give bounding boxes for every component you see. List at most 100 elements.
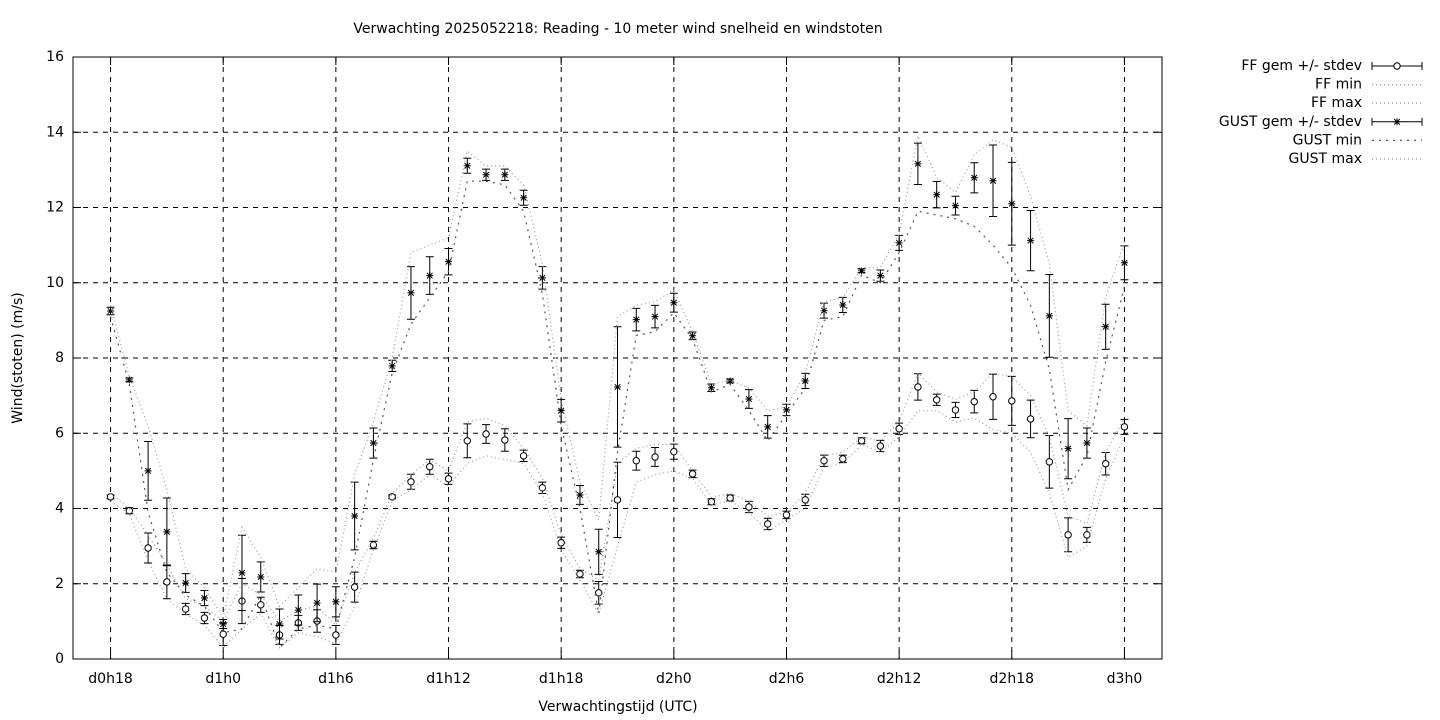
error-bar-point <box>237 534 246 611</box>
error-bar-point <box>1026 399 1035 439</box>
y-axis-label: Wind(stoten) (m/s) <box>10 292 26 423</box>
error-bar-point <box>350 481 359 551</box>
error-bar-point <box>613 461 622 538</box>
x-tick-label: d2h6 <box>769 671 805 687</box>
error-bar-point <box>1026 210 1035 272</box>
error-bar-point <box>463 157 472 174</box>
marker <box>613 496 622 504</box>
marker <box>144 544 152 552</box>
error-bar-point <box>913 373 922 401</box>
marker <box>689 332 697 340</box>
marker <box>688 470 697 478</box>
marker <box>857 437 866 445</box>
error-bar-point <box>256 561 265 593</box>
marker <box>276 620 284 628</box>
marker <box>839 455 847 463</box>
marker <box>182 579 190 587</box>
error-bar-point <box>857 267 866 275</box>
min-max-line <box>110 410 1125 649</box>
error-bar-point <box>913 142 922 186</box>
marker <box>1083 439 1091 447</box>
error-bar-point <box>651 304 660 329</box>
error-bar-point <box>162 497 171 567</box>
marker <box>1064 445 1072 453</box>
error-bar-point <box>951 195 960 216</box>
marker <box>501 171 509 179</box>
marker <box>520 194 528 202</box>
marker <box>163 528 171 536</box>
marker <box>782 406 790 414</box>
error-bar-point <box>632 450 641 471</box>
x-tick-label: d1h18 <box>539 671 583 687</box>
error-bar-point <box>632 307 641 332</box>
marker <box>951 406 960 414</box>
marker <box>1120 259 1128 267</box>
error-bar-point <box>500 428 509 452</box>
error-bar-point <box>538 266 547 290</box>
marker <box>557 407 565 415</box>
error-bar-point <box>1101 303 1110 350</box>
error-bar-point <box>782 510 791 520</box>
error-bar-point <box>538 481 547 494</box>
marker <box>745 503 753 511</box>
chart-title: Verwachting 2025052218: Reading - 10 met… <box>353 21 882 37</box>
error-bar-point <box>970 162 979 194</box>
error-bar-point <box>951 401 960 418</box>
marker <box>764 423 772 431</box>
error-bar-point <box>707 498 716 506</box>
error-bar-point <box>744 389 753 409</box>
error-bar-point <box>425 458 434 475</box>
error-bar-point <box>989 373 998 420</box>
y-tick-label: 0 <box>55 651 64 667</box>
y-tick-label: 2 <box>55 576 64 592</box>
marker <box>1045 312 1053 320</box>
marker <box>1101 460 1110 468</box>
y-tick-label: 8 <box>55 350 64 366</box>
marker <box>257 601 265 609</box>
marker <box>407 478 415 486</box>
error-bar-point <box>838 296 847 313</box>
x-tick-label: d1h6 <box>318 671 354 687</box>
marker <box>1027 237 1035 245</box>
marker <box>801 377 809 385</box>
error-bar-point <box>500 168 509 181</box>
error-bar-point <box>1101 451 1110 476</box>
marker <box>632 457 640 465</box>
marker <box>501 436 509 444</box>
error-bar-point <box>482 424 491 444</box>
marker <box>350 583 359 591</box>
marker <box>519 452 528 460</box>
marker <box>839 301 847 309</box>
error-bar-point <box>669 443 678 460</box>
error-bar-point <box>406 266 415 320</box>
marker <box>107 307 115 315</box>
marker <box>106 493 115 501</box>
legend-label: FF min <box>1315 77 1362 93</box>
x-tick-label: d1h0 <box>205 671 241 687</box>
error-bar-point <box>895 422 904 435</box>
marker <box>426 272 434 280</box>
error-bar-point <box>801 493 810 506</box>
error-bar-point <box>519 189 528 206</box>
y-tick-label: 16 <box>46 49 64 65</box>
error-bar-point <box>200 611 209 625</box>
error-bar-point <box>1045 435 1054 489</box>
marker <box>820 457 828 465</box>
legend-label: FF max <box>1311 95 1362 111</box>
marker <box>388 493 396 501</box>
error-bar-point <box>669 292 678 313</box>
marker <box>444 475 453 483</box>
error-bar-point <box>444 472 453 485</box>
marker <box>445 258 453 266</box>
marker <box>463 437 471 445</box>
marker <box>1026 415 1035 423</box>
marker <box>294 606 302 614</box>
marker <box>1120 423 1129 431</box>
error-bar-point <box>1082 526 1091 543</box>
x-axis-label: Verwachtingstijd (UTC) <box>538 699 697 715</box>
marker <box>970 397 978 406</box>
error-bar-point <box>275 608 284 640</box>
y-tick-label: 6 <box>55 425 64 441</box>
marker <box>538 274 546 282</box>
marker <box>876 272 884 280</box>
